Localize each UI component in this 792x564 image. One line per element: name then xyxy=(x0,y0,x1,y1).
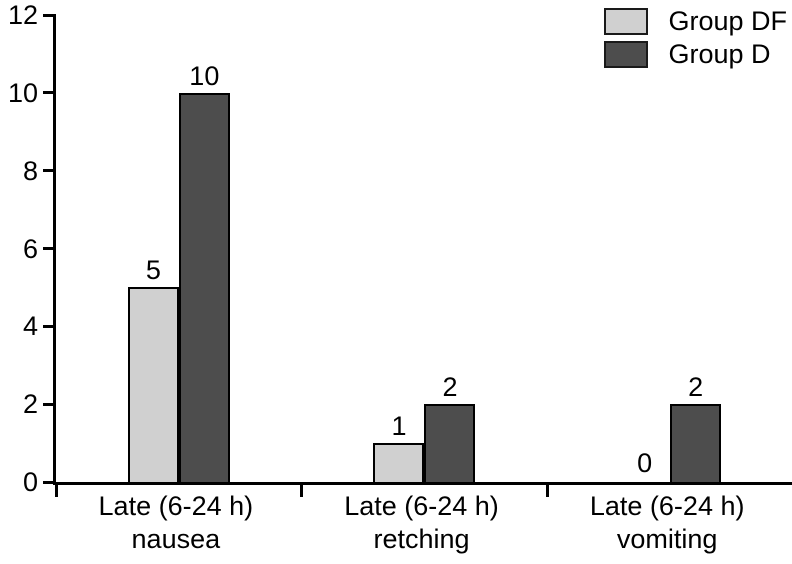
legend-item: Group D xyxy=(604,40,787,68)
y-tick xyxy=(43,324,56,328)
y-tick-label: 4 xyxy=(22,311,38,342)
y-tick xyxy=(43,169,56,173)
y-tick-label: 8 xyxy=(22,155,38,186)
y-tick xyxy=(43,247,56,250)
bar-value-label: 2 xyxy=(688,372,704,403)
bar-value-label: 1 xyxy=(391,411,407,442)
legend-label: Group D xyxy=(668,39,771,69)
category-label: Late (6-24 h) vomiting xyxy=(544,490,790,556)
bar-value-label: 0 xyxy=(637,448,653,478)
y-tick-label: 6 xyxy=(22,233,38,264)
bar: 5 xyxy=(127,257,179,482)
x-tick xyxy=(54,485,58,497)
category-label-line1: Late (6-24 h) xyxy=(589,491,745,521)
plot-area: 0 2 4 6 8 10 12 5 10 1 2 0 2 xyxy=(8,1,792,497)
category-label-line2: vomiting xyxy=(616,524,718,554)
bar-value-label: 10 xyxy=(189,60,220,91)
category-label-line2: retching xyxy=(373,524,470,554)
y-tick xyxy=(43,480,56,484)
category-label: Late (6-24 h) nausea xyxy=(53,490,299,556)
category-label: Late (6-24 h) retching xyxy=(299,490,545,556)
bar: 10 xyxy=(178,62,230,482)
legend-swatch xyxy=(604,7,649,35)
bar: 2 xyxy=(670,374,722,482)
bar-value-label: 2 xyxy=(442,372,458,403)
bar: 2 xyxy=(424,374,476,482)
bar: 1 xyxy=(373,413,425,482)
y-tick xyxy=(43,402,56,406)
category-label-line1: Late (6-24 h) xyxy=(344,491,499,521)
x-tick xyxy=(545,485,549,497)
bar-value-label: 5 xyxy=(145,255,161,286)
y-tick xyxy=(43,13,56,17)
y-tick-label: 12 xyxy=(7,0,38,30)
x-tick xyxy=(300,485,304,497)
legend: Group DF Group D xyxy=(604,7,787,68)
bar-group: 5 10 xyxy=(56,15,302,482)
y-tick-label: 0 xyxy=(22,467,38,497)
legend-item: Group DF xyxy=(604,7,787,35)
x-axis-labels: Late (6-24 h) nausea Late (6-24 h) retching… xyxy=(53,490,790,556)
y-tick-label: 2 xyxy=(22,389,38,420)
y-tick-label: 10 xyxy=(7,77,38,108)
category-label-line1: Late (6-24 h) xyxy=(98,491,254,521)
legend-label: Group DF xyxy=(668,6,787,36)
legend-swatch xyxy=(604,40,649,68)
y-tick xyxy=(43,91,56,95)
category-label-line2: nausea xyxy=(131,524,221,554)
